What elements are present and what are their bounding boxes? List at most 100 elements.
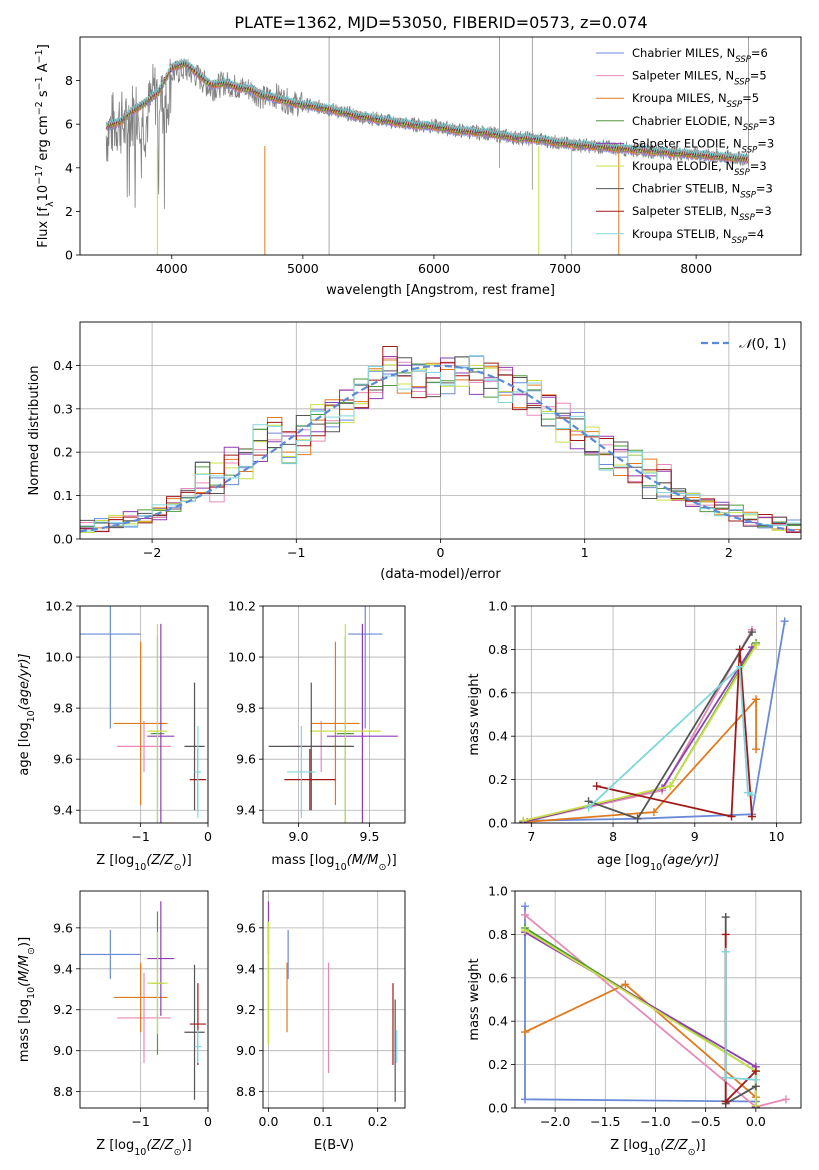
x-tick-label: 9.0 xyxy=(289,829,309,844)
error-bars xyxy=(80,606,206,823)
weight-marker xyxy=(751,1101,760,1108)
x-tick-label: 8000 xyxy=(680,261,712,276)
spectrum-traces xyxy=(105,37,749,255)
y-tick-label: 0.8 xyxy=(488,642,508,657)
y-tick-label: 9.2 xyxy=(53,1002,73,1017)
weight-marker xyxy=(735,645,744,654)
weight-marker xyxy=(721,1073,730,1082)
y-tick-label: 9.4 xyxy=(53,803,73,818)
error-bars xyxy=(80,901,206,1100)
weight-series xyxy=(587,664,753,809)
weight-marker xyxy=(747,628,756,637)
label-part: A xyxy=(36,63,51,76)
histogram-series xyxy=(80,345,801,533)
y-tick-label: 0.1 xyxy=(53,488,73,503)
label-part: (M/M xyxy=(17,955,32,987)
label-part: )] xyxy=(17,937,32,947)
x-tick-label: −2.0 xyxy=(540,1114,570,1129)
axes-frame xyxy=(79,36,802,256)
label-part: (Z/Z xyxy=(146,853,174,868)
legend-value: =5 xyxy=(750,69,767,83)
axes-frame xyxy=(262,890,406,1109)
label-part: ⊙ xyxy=(688,1147,696,1158)
label-part: −17 xyxy=(34,165,45,185)
label-part: ] xyxy=(36,44,51,49)
x-tick-label: 0 xyxy=(204,1114,212,1129)
legend-label: Salpeter ELODIE, NSSP=3 xyxy=(632,136,774,155)
legend-label: Chabrier MILES, NSSP=6 xyxy=(632,46,768,65)
label-part: erg cm xyxy=(36,115,51,164)
label-part: −1 xyxy=(34,76,45,90)
legend-text: Chabrier ELODIE, N xyxy=(632,114,743,128)
weight-series xyxy=(524,927,757,1107)
x-tick-label: 7 xyxy=(527,829,535,844)
x-axis-label: wavelength [Angstrom, rest frame] xyxy=(326,283,555,298)
weight-marker xyxy=(584,803,593,812)
x-axis-label: age [log10(age/yr)] xyxy=(597,853,719,873)
weight-series xyxy=(523,621,786,822)
label-part: ⊙ xyxy=(379,862,387,873)
legend-sub: SSP xyxy=(742,145,758,155)
label-part: )] xyxy=(182,1138,192,1153)
y-tick-label: 9.2 xyxy=(236,1002,256,1017)
weight-marker xyxy=(721,930,730,939)
mass-vs-Z-panel: −1 08.89.09.29.49.6Z [log10(Z/Z⊙)]mass [l… xyxy=(17,890,212,1158)
legend-text: Kroupa ELODIE, N xyxy=(632,159,734,173)
legend-label: Salpeter STELIB, NSSP=3 xyxy=(632,204,772,223)
label-part: λ xyxy=(45,201,56,207)
legend-text: Kroupa STELIB, N xyxy=(632,227,732,241)
label-part: 10 xyxy=(134,1147,146,1158)
label-part: Flux [f xyxy=(36,207,51,248)
weight-marker xyxy=(721,1097,730,1106)
label-part: −2 xyxy=(34,101,45,115)
label-part: ⊙ xyxy=(174,1147,182,1158)
weight-series xyxy=(524,931,757,1107)
y-tick-label: 1.0 xyxy=(488,599,508,614)
y-tick-label: 0.2 xyxy=(488,1057,508,1072)
error-bars xyxy=(267,901,398,1102)
legend-text: Chabrier MILES, N xyxy=(632,46,735,60)
x-tick-label: 0 xyxy=(437,545,445,560)
y-tick-label: 10.2 xyxy=(228,599,256,614)
legend-sub: SSP xyxy=(734,168,750,178)
label-part: Z [log xyxy=(610,1138,648,1153)
label-part: (age/yr)] xyxy=(17,653,32,710)
axes-frame xyxy=(262,605,406,824)
weight-marker xyxy=(649,808,658,817)
label-part: )] xyxy=(696,1138,706,1153)
x-tick-label: 0 xyxy=(204,829,212,844)
legend-label: Kroupa ELODIE, NSSP=3 xyxy=(632,159,767,178)
weight-marker xyxy=(521,910,530,919)
weight-series xyxy=(724,934,757,1104)
y-tick-label: 10.0 xyxy=(45,650,73,665)
label-part: mass [log xyxy=(17,999,32,1062)
residuals-panel: −2 −1 0 1 2 0.0 0.1 0.2 0.3 0.4 𝒩(0, 1) (data-model… xyxy=(27,321,802,582)
y-tick-label: 0.0 xyxy=(488,816,508,831)
y-tick-label: 10.0 xyxy=(228,650,256,665)
weight-marker xyxy=(752,695,761,704)
x-tick-label: 10 xyxy=(769,829,785,844)
legend-sub: SSP xyxy=(732,236,748,246)
label-part: Z [log xyxy=(96,853,134,868)
x-axis-label: Z [log10(Z/Z⊙)] xyxy=(610,1138,705,1158)
x-tick-label: 0.0 xyxy=(259,1114,279,1129)
weight-marker xyxy=(521,926,530,935)
x-axis-label: Z [log10(Z/Z⊙)] xyxy=(96,853,191,873)
legend-text: Salpeter MILES, N xyxy=(632,69,734,83)
legend-value: =3 xyxy=(758,114,775,128)
y-tick-label: 10.2 xyxy=(45,599,73,614)
legend-text: Chabrier STELIB, N xyxy=(632,182,740,196)
x-axis-label: Z [log10(Z/Z⊙)] xyxy=(96,1138,191,1158)
label-part: )] xyxy=(387,853,397,868)
weight-marker xyxy=(633,814,642,823)
x-tick-label: 9.5 xyxy=(360,829,380,844)
label-part: age [log xyxy=(17,722,32,775)
legend-text: (0, 1) xyxy=(751,337,786,352)
y-axis-label: age [log10(age/yr)] xyxy=(17,653,37,775)
age-vs-Z-panel: −1 09.49.69.810.010.2Z [log10(Z/Z⊙)]age [… xyxy=(17,599,212,873)
label-part: age [log xyxy=(597,853,650,868)
y-tick-label: 0.8 xyxy=(488,927,508,942)
error-bars xyxy=(268,606,398,823)
legend-label: Chabrier STELIB, NSSP=3 xyxy=(632,182,773,201)
axes-frame xyxy=(79,605,209,824)
